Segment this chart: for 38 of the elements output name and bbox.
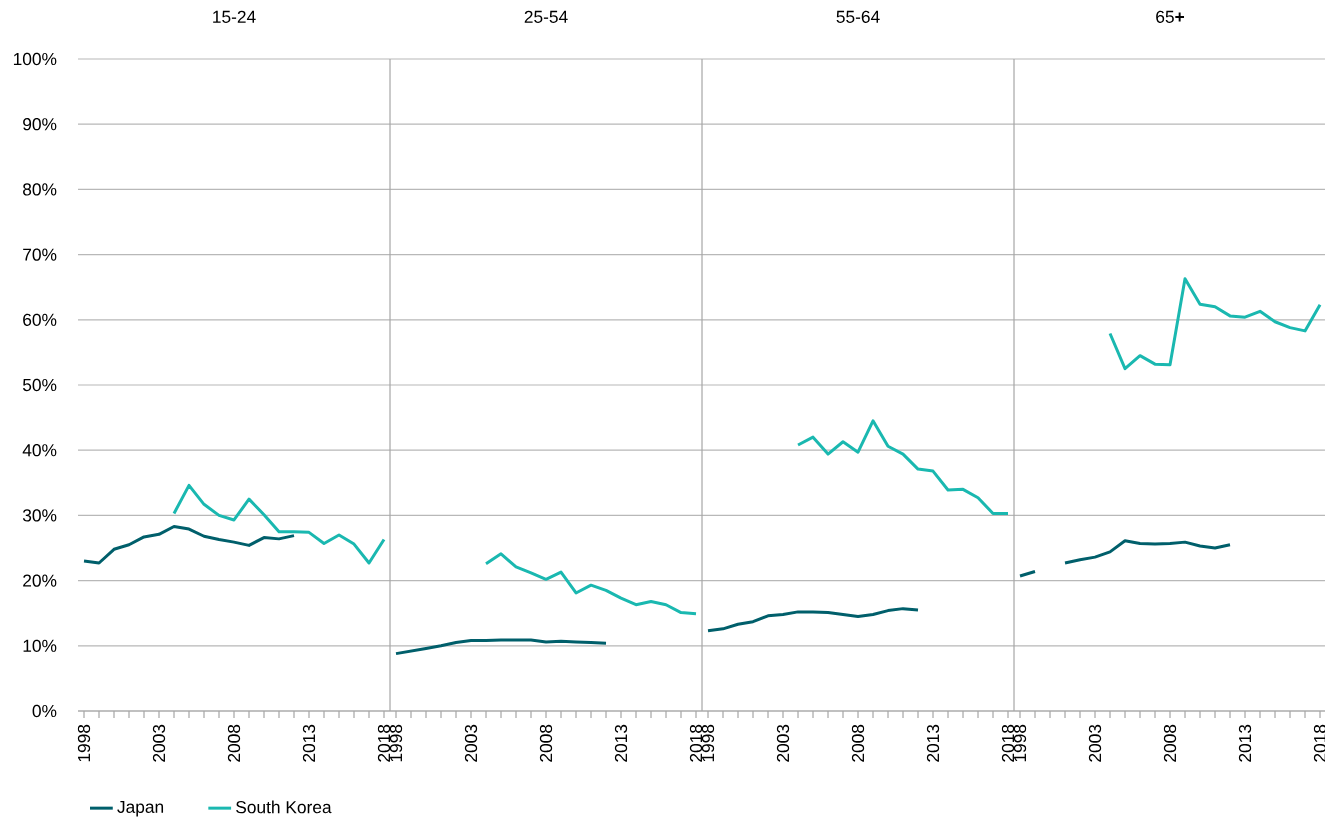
x-tick-label: 1998 — [1013, 724, 1027, 762]
x-tick-label: 2018 — [1001, 724, 1015, 762]
x-tick-label: 2003 — [152, 724, 166, 762]
x-tick-label: 2013 — [302, 724, 316, 762]
chart-title: 25-54 — [524, 10, 568, 23]
y-tick-label: 100% — [13, 52, 57, 66]
x-tick-label: 2008 — [227, 724, 241, 762]
y-tick-label: 20% — [23, 574, 57, 587]
x-tick-label: 2003 — [464, 724, 478, 762]
x-tick-label: 1998 — [77, 724, 91, 762]
legend-label: South Korea — [236, 800, 332, 814]
y-tick-label: 50% — [22, 378, 57, 392]
y-tick-label: 40% — [22, 444, 57, 457]
y-tick-label: 10% — [23, 639, 57, 652]
x-tick-label: 1998 — [701, 724, 715, 762]
x-tick-label: 1998 — [389, 724, 403, 762]
x-tick-label: 2008 — [539, 724, 553, 762]
x-tick-label: 2013 — [614, 724, 628, 762]
x-tick-label: 2013 — [926, 724, 940, 762]
y-tick-label: 90% — [23, 118, 57, 131]
chart-title: 55-64 — [836, 10, 880, 23]
chart-title: 65+ — [1156, 10, 1185, 23]
y-tick-label: 60% — [23, 313, 57, 326]
x-tick-label: 2008 — [1163, 724, 1177, 762]
x-tick-label: 2013 — [1238, 724, 1252, 762]
legend-label: Japan — [117, 800, 164, 817]
x-tick-label: 2018 — [689, 724, 703, 762]
y-tick-label: 70% — [23, 248, 57, 261]
x-tick-label: 2008 — [851, 724, 865, 762]
y-tick-label: 80% — [23, 183, 57, 196]
y-tick-label: 0% — [32, 704, 57, 718]
y-tick-label: 30% — [22, 509, 57, 522]
x-tick-label: 2018 — [377, 724, 391, 762]
x-tick-label: 2003 — [1088, 724, 1102, 762]
chart-title: 15-24 — [213, 10, 256, 23]
line-series — [172, 483, 386, 565]
x-tick-label: 2003 — [776, 724, 790, 762]
line-series — [82, 524, 296, 565]
